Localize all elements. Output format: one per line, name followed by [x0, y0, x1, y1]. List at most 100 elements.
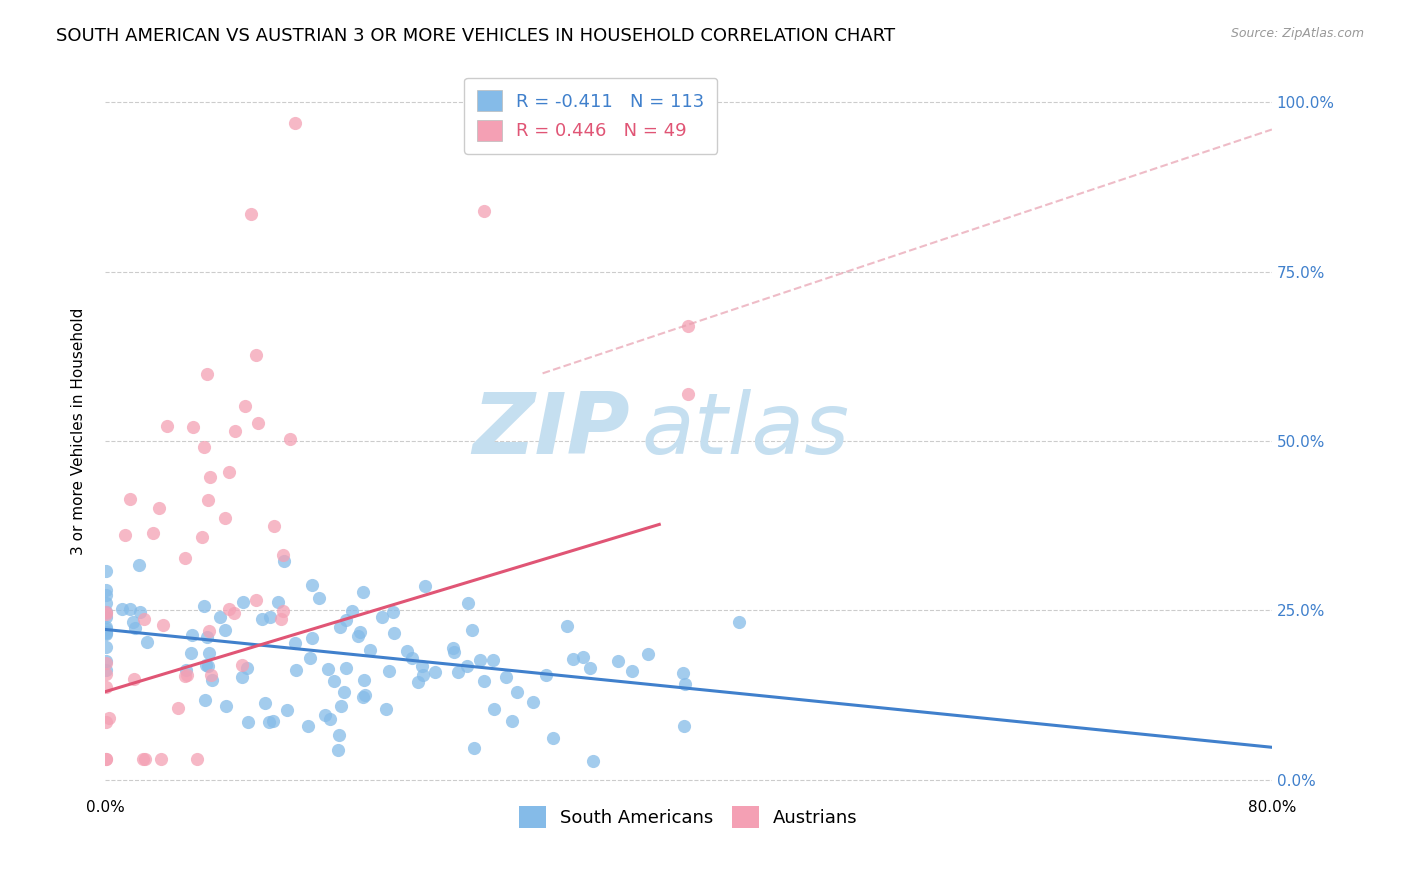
Point [308, 591, 330, 605]
Point [96, 667, 118, 681]
Point [132, 612, 155, 626]
Point [97, 711, 120, 725]
Point [118, 602, 141, 616]
Point [319, 712, 342, 726]
Point [284, 116, 307, 130]
Point [166, 701, 188, 715]
Point [180, 628, 202, 642]
Point [671, 666, 693, 681]
Point [678, 318, 700, 333]
Point [218, 602, 240, 616]
Point [122, 615, 145, 629]
Point [285, 663, 308, 677]
Point [96, 607, 118, 621]
Point [273, 554, 295, 568]
Point [441, 640, 464, 655]
Point [401, 651, 423, 665]
Point [571, 650, 593, 665]
Point [271, 604, 294, 618]
Text: SOUTH AMERICAN VS AUSTRIAN 3 OR MORE VEHICLES IN HOUSEHOLD CORRELATION CHART: SOUTH AMERICAN VS AUSTRIAN 3 OR MORE VEH… [56, 27, 896, 45]
Point [353, 585, 375, 599]
Point [247, 416, 270, 430]
Point [607, 654, 630, 668]
Point [236, 661, 259, 675]
Point [347, 629, 370, 643]
Point [96, 609, 118, 624]
Point [134, 752, 156, 766]
Point [284, 635, 307, 649]
Point [472, 673, 495, 688]
Point [298, 650, 321, 665]
Point [534, 668, 557, 682]
Point [263, 518, 285, 533]
Point [472, 203, 495, 218]
Point [96, 624, 118, 639]
Point [96, 680, 118, 694]
Point [174, 669, 197, 683]
Point [328, 728, 350, 742]
Point [96, 588, 118, 602]
Point [555, 619, 578, 633]
Point [378, 664, 401, 678]
Point [413, 579, 436, 593]
Point [673, 719, 696, 733]
Point [396, 643, 419, 657]
Point [423, 665, 446, 679]
Point [561, 652, 583, 666]
Point [96, 654, 118, 668]
Point [259, 610, 281, 624]
Point [191, 530, 214, 544]
Point [335, 613, 357, 627]
Point [174, 551, 197, 566]
Point [142, 525, 165, 540]
Point [460, 624, 482, 638]
Legend: South Americans, Austrians: South Americans, Austrians [512, 798, 865, 835]
Point [352, 690, 374, 704]
Point [482, 702, 505, 716]
Point [381, 605, 404, 619]
Point [238, 715, 260, 730]
Point [314, 708, 336, 723]
Point [128, 605, 150, 619]
Point [152, 618, 174, 632]
Point [194, 658, 217, 673]
Point [482, 653, 505, 667]
Point [180, 646, 202, 660]
Point [468, 653, 491, 667]
Point [181, 419, 204, 434]
Point [120, 491, 142, 506]
Point [96, 622, 118, 636]
Point [96, 583, 118, 598]
Point [239, 206, 262, 220]
Point [335, 661, 357, 675]
Point [349, 625, 371, 640]
Point [222, 607, 245, 621]
Point [96, 752, 118, 766]
Point [176, 668, 198, 682]
Point [257, 715, 280, 730]
Point [582, 754, 605, 768]
Point [214, 511, 236, 525]
Point [620, 664, 643, 678]
Point [447, 665, 470, 679]
Point [208, 609, 231, 624]
Point [579, 660, 602, 674]
Point [301, 577, 323, 591]
Point [541, 731, 564, 745]
Point [197, 646, 219, 660]
Point [456, 658, 478, 673]
Point [332, 685, 354, 699]
Point [495, 670, 517, 684]
Point [197, 658, 219, 673]
Point [114, 528, 136, 542]
Point [354, 688, 377, 702]
Point [96, 564, 118, 578]
Point [197, 493, 219, 508]
Point [194, 693, 217, 707]
Point [198, 624, 221, 638]
Point [96, 663, 118, 677]
Point [262, 714, 284, 728]
Point [245, 592, 267, 607]
Point [501, 714, 523, 728]
Point [253, 696, 276, 710]
